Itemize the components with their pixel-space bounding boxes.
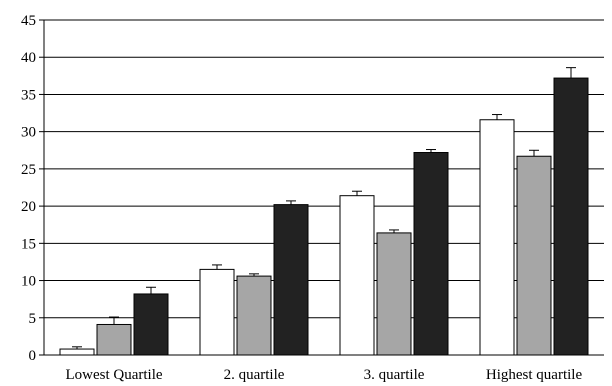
bar [133,293,169,356]
y-axis-ticks: 0 5 10 15 20 25 30 35 40 45 [21,13,44,364]
bar [376,232,412,356]
y-tick-label: 25 [21,162,36,178]
y-tick-label: 45 [21,13,36,29]
y-tick-label: 30 [21,125,36,141]
bar [96,323,132,356]
x-category-label: 3. quartile [364,367,425,383]
bar [479,119,515,356]
x-category-label: Lowest Quartile [65,367,162,383]
bar [59,348,95,356]
bars [59,67,589,356]
bar [339,195,375,356]
y-tick-label: 20 [21,199,36,215]
y-tick-label: 0 [29,348,37,364]
y-tick-label: 40 [21,50,36,66]
y-tick-label: 5 [29,311,37,327]
y-tick-label: 35 [21,87,36,103]
gridlines [44,19,604,319]
axes [43,20,604,356]
bar [273,204,309,356]
x-axis-labels: Lowest Quartile 2. quartile 3. quartile Hig… [65,367,582,383]
bar [413,152,449,356]
y-tick-label: 15 [21,236,36,252]
bar [516,155,552,356]
bar [236,275,272,356]
y-tick-label: 10 [21,274,36,290]
bar [199,268,235,356]
x-category-label: 2. quartile [224,367,285,383]
x-category-label: Highest quartile [486,367,583,383]
bar [553,77,589,356]
